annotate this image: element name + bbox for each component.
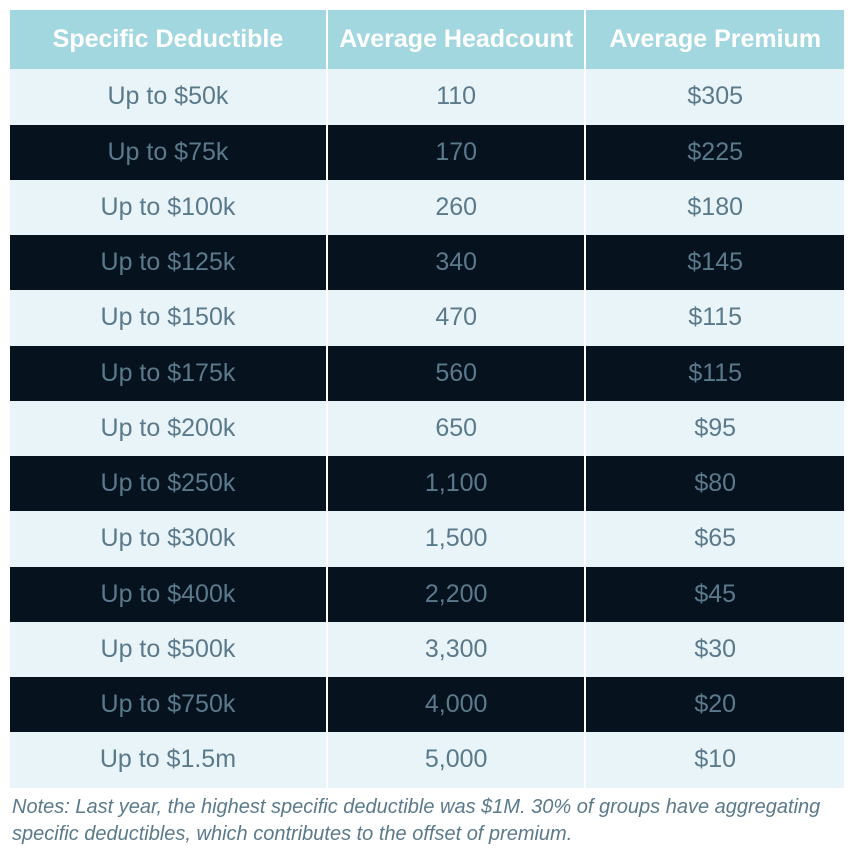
table-row: Up to $250k 1,100 $80 — [10, 456, 844, 511]
cell-deductible: Up to $125k — [10, 235, 327, 290]
table-row: Up to $50k 110 $305 — [10, 69, 844, 124]
table-row: Up to $500k 3,300 $30 — [10, 622, 844, 677]
cell-premium: $80 — [585, 456, 844, 511]
cell-premium: $10 — [585, 732, 844, 787]
cell-headcount: 1,500 — [327, 511, 586, 566]
cell-headcount: 340 — [327, 235, 586, 290]
cell-premium: $20 — [585, 677, 844, 732]
table-row: Up to $300k 1,500 $65 — [10, 511, 844, 566]
cell-premium: $180 — [585, 180, 844, 235]
cell-deductible: Up to $400k — [10, 567, 327, 622]
table-row: Up to $175k 560 $115 — [10, 346, 844, 401]
table-row: Up to $125k 340 $145 — [10, 235, 844, 290]
table-body: Up to $50k 110 $305 Up to $75k 170 $225 … — [10, 69, 844, 787]
cell-premium: $145 — [585, 235, 844, 290]
cell-headcount: 4,000 — [327, 677, 586, 732]
table-notes: Notes: Last year, the highest specific d… — [10, 788, 844, 848]
table-row: Up to $100k 260 $180 — [10, 180, 844, 235]
table-row: Up to $150k 470 $115 — [10, 290, 844, 345]
cell-deductible: Up to $500k — [10, 622, 327, 677]
cell-premium: $95 — [585, 401, 844, 456]
table-row: Up to $400k 2,200 $45 — [10, 567, 844, 622]
cell-headcount: 470 — [327, 290, 586, 345]
cell-headcount: 110 — [327, 69, 586, 124]
deductible-table-container: Specific Deductible Average Headcount Av… — [10, 10, 844, 848]
table-header-row: Specific Deductible Average Headcount Av… — [10, 10, 844, 69]
cell-deductible: Up to $150k — [10, 290, 327, 345]
table-row: Up to $750k 4,000 $20 — [10, 677, 844, 732]
table-row: Up to $75k 170 $225 — [10, 125, 844, 180]
cell-deductible: Up to $100k — [10, 180, 327, 235]
cell-deductible: Up to $750k — [10, 677, 327, 732]
cell-premium: $45 — [585, 567, 844, 622]
cell-headcount: 1,100 — [327, 456, 586, 511]
cell-deductible: Up to $200k — [10, 401, 327, 456]
cell-premium: $305 — [585, 69, 844, 124]
cell-premium: $115 — [585, 346, 844, 401]
table-row: Up to $200k 650 $95 — [10, 401, 844, 456]
cell-headcount: 650 — [327, 401, 586, 456]
cell-premium: $65 — [585, 511, 844, 566]
cell-deductible: Up to $50k — [10, 69, 327, 124]
cell-premium: $115 — [585, 290, 844, 345]
cell-premium: $225 — [585, 125, 844, 180]
table-row: Up to $1.5m 5,000 $10 — [10, 732, 844, 787]
deductible-table: Specific Deductible Average Headcount Av… — [10, 10, 844, 788]
cell-deductible: Up to $300k — [10, 511, 327, 566]
cell-headcount: 170 — [327, 125, 586, 180]
cell-headcount: 2,200 — [327, 567, 586, 622]
cell-deductible: Up to $1.5m — [10, 732, 327, 787]
col-header-premium: Average Premium — [585, 10, 844, 69]
cell-headcount: 3,300 — [327, 622, 586, 677]
cell-deductible: Up to $250k — [10, 456, 327, 511]
cell-premium: $30 — [585, 622, 844, 677]
cell-deductible: Up to $75k — [10, 125, 327, 180]
col-header-headcount: Average Headcount — [327, 10, 586, 69]
cell-headcount: 560 — [327, 346, 586, 401]
cell-headcount: 5,000 — [327, 732, 586, 787]
cell-headcount: 260 — [327, 180, 586, 235]
col-header-deductible: Specific Deductible — [10, 10, 327, 69]
cell-deductible: Up to $175k — [10, 346, 327, 401]
